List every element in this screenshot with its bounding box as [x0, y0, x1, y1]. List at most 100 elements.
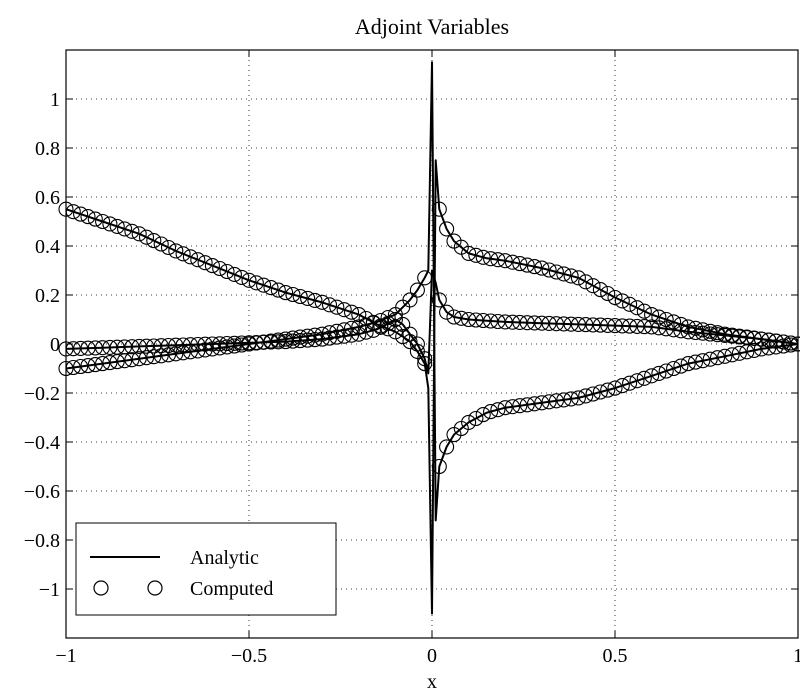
computed-marker [556, 266, 572, 282]
x-tick-label: 1 [793, 645, 800, 667]
computed-marker [314, 331, 330, 347]
computed-marker [570, 316, 586, 332]
computed-marker [131, 338, 147, 354]
computed-marker [461, 414, 477, 430]
legend-box [75, 522, 337, 616]
computed-marker [212, 340, 228, 356]
computed-marker [263, 334, 279, 350]
computed-marker [439, 304, 455, 320]
x-tick-label: −1 [55, 645, 76, 667]
computed-marker [497, 314, 513, 330]
analytic-series-3 [65, 269, 799, 375]
computed-marker [175, 246, 191, 262]
computed-marker [629, 318, 645, 334]
computed-marker [431, 292, 447, 308]
computed-marker [321, 330, 338, 346]
computed-marker [343, 327, 360, 343]
computed-marker [702, 326, 718, 342]
computed-marker [160, 347, 177, 363]
x-axis-label: x [427, 671, 437, 692]
computed-marker [109, 218, 125, 234]
computed-marker [695, 322, 711, 338]
computed-marker [219, 263, 235, 280]
computed-marker [373, 312, 389, 329]
computed-marker [644, 319, 660, 335]
computed-marker [512, 398, 528, 414]
computed-marker [600, 382, 616, 398]
computed-marker [504, 254, 521, 270]
computed-marker [417, 356, 433, 372]
computed-marker [541, 315, 557, 331]
computed-marker [490, 252, 506, 268]
computed-marker [483, 313, 499, 329]
computed-marker [680, 324, 696, 340]
legend: Analytic Computed [75, 522, 337, 616]
computed-marker [570, 270, 586, 286]
computed-marker [292, 288, 308, 305]
computed-marker [102, 355, 118, 371]
computed-marker [417, 351, 433, 367]
computed-marker [614, 293, 630, 309]
computed-marker [138, 350, 155, 366]
computed-marker [475, 407, 491, 423]
computed-marker [197, 336, 213, 352]
computed-marker [146, 233, 162, 249]
computed-marker [731, 329, 747, 345]
computed-marker [329, 329, 345, 345]
computed-marker [578, 274, 594, 290]
computed-marker [80, 358, 96, 374]
computed-marker [746, 342, 762, 358]
computed-marker [563, 316, 579, 332]
computed-marker [666, 322, 682, 338]
computed-marker [775, 338, 791, 354]
computed-marker [658, 321, 674, 337]
computed-marker [365, 322, 381, 338]
computed-marker [592, 384, 608, 400]
computed-marker [182, 337, 198, 353]
computed-marker [402, 292, 418, 308]
computed-marker [212, 260, 228, 277]
computed-marker [160, 337, 177, 354]
computed-marker [234, 335, 250, 351]
computed-marker [541, 394, 557, 410]
computed-marker [534, 315, 550, 331]
computed-marker [483, 404, 499, 420]
computed-marker [644, 368, 660, 384]
computed-marker [241, 272, 257, 288]
computed-marker [526, 396, 543, 412]
computed-marker [695, 353, 711, 369]
computed-marker [651, 309, 667, 325]
computed-marker [585, 386, 601, 402]
computed-marker [548, 264, 564, 280]
computed-marker [651, 365, 667, 381]
computed-marker [709, 350, 726, 366]
computed-marker [475, 249, 491, 265]
ticks [65, 50, 799, 638]
computed-marker [307, 332, 323, 348]
computed-marker [504, 399, 521, 415]
computed-marker [666, 360, 682, 377]
y-tick-label: 0.2 [35, 285, 60, 307]
computed-marker [402, 334, 418, 350]
computed-marker [717, 327, 733, 343]
computed-marker [526, 259, 543, 275]
computed-marker [548, 393, 564, 409]
computed-marker [724, 328, 740, 344]
computed-marker [212, 336, 228, 352]
computed-marker [285, 333, 301, 349]
computed-marker [629, 300, 645, 316]
computed-marker [285, 286, 301, 303]
computed-marker [585, 317, 601, 333]
computed-marker [739, 330, 755, 346]
computed-marker [687, 354, 704, 370]
y-tick-label: −1 [39, 579, 60, 601]
computed-marker [248, 334, 264, 351]
computed-marker [636, 370, 652, 386]
computed-marker [87, 340, 103, 356]
computed-marker [182, 249, 198, 265]
computed-marker [160, 239, 177, 256]
x-tick-labels: −1 −0.5 0 0.5 1 [55, 645, 800, 667]
computed-marker [380, 315, 396, 331]
computed-marker [468, 312, 484, 328]
